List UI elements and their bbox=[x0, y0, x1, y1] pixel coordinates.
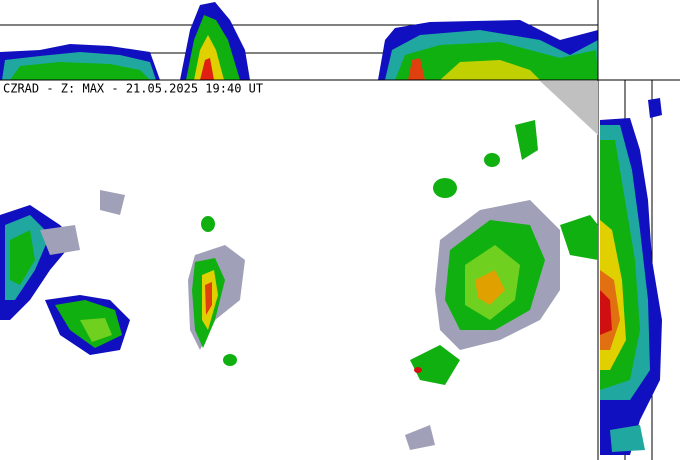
main-map: CZRAD - Z: MAX - 21.05.2025 19:40 UT bbox=[0, 81, 598, 450]
right-profile bbox=[600, 80, 662, 460]
title: CZRAD - Z: MAX - 21.05.2025 19:40 UT bbox=[3, 82, 263, 96]
